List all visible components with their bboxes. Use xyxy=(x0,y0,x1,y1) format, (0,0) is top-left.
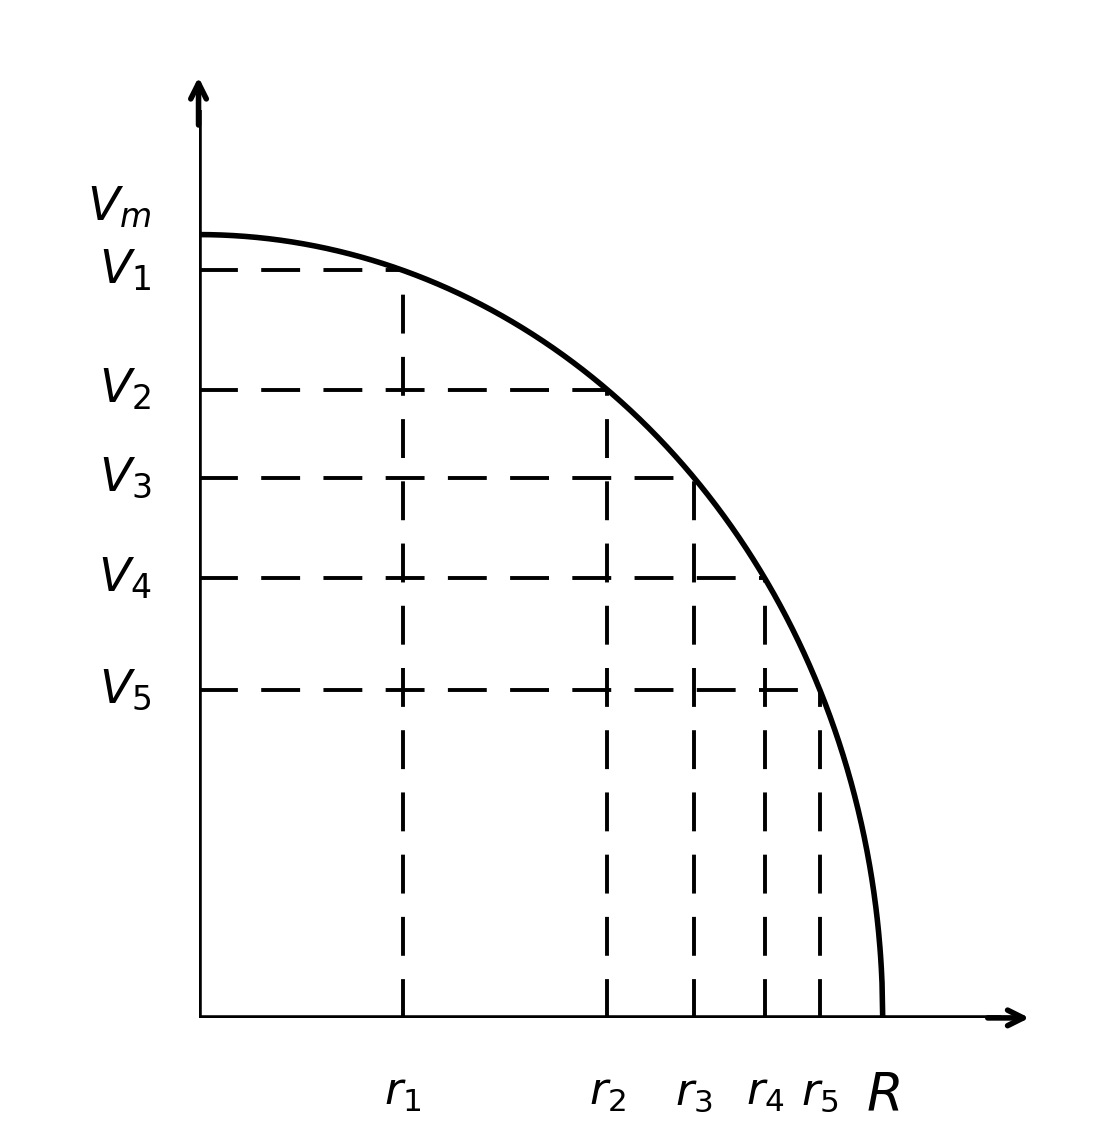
Text: $r_3$: $r_3$ xyxy=(675,1071,713,1114)
Text: $V_5$: $V_5$ xyxy=(99,667,151,713)
Text: $V_1$: $V_1$ xyxy=(99,248,151,293)
Text: $R$: $R$ xyxy=(866,1071,900,1122)
Text: $r_5$: $r_5$ xyxy=(801,1071,838,1114)
Text: $r_2$: $r_2$ xyxy=(589,1071,625,1114)
Text: $r_4$: $r_4$ xyxy=(746,1071,784,1114)
Text: $V_3$: $V_3$ xyxy=(98,455,151,501)
Text: $r_1$: $r_1$ xyxy=(384,1071,421,1114)
Text: $V_m$: $V_m$ xyxy=(87,184,151,231)
Text: $V_4$: $V_4$ xyxy=(98,555,151,602)
Text: $V_2$: $V_2$ xyxy=(99,366,151,413)
